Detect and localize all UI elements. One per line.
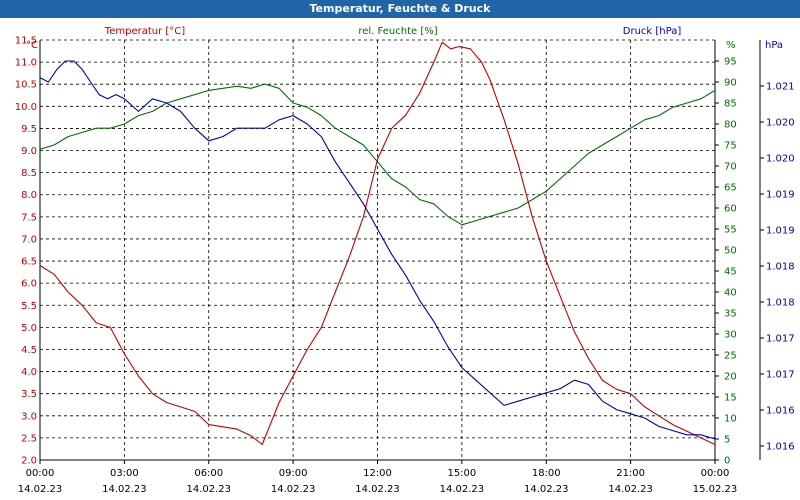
middle-tick-label: 75 — [724, 141, 737, 152]
left-tick-label: 4.0 — [21, 367, 37, 378]
series-line-humidity — [39, 83, 716, 226]
x-tick-label-time: 15:00 — [447, 468, 476, 479]
right-tick-label: 1.019 — [766, 226, 795, 237]
series-lines — [39, 41, 716, 446]
x-tick-label-date: 14.02.23 — [608, 484, 653, 495]
left-tick-label: 5.5 — [21, 301, 37, 312]
left-tick-label: 11.0 — [15, 58, 37, 69]
right-tick-label: 1.017 — [766, 334, 795, 345]
x-tick-label-date: 14.02.23 — [440, 484, 485, 495]
middle-tick-label: 10 — [724, 414, 737, 425]
middle-tick-label: 40 — [724, 288, 737, 299]
left-unit-label: °C — [26, 40, 38, 51]
left-tick-label: 7.0 — [21, 234, 37, 245]
middle-tick-label: 95 — [724, 57, 737, 68]
right-axis-label: Druck [hPa] — [623, 26, 682, 37]
right-tick-label: 1.018 — [766, 298, 795, 309]
middle-tick-label: 80 — [724, 120, 737, 131]
x-tick-label-time: 00:00 — [701, 468, 730, 479]
chart-background — [0, 18, 800, 500]
middle-tick-label: 65 — [724, 183, 737, 194]
x-tick-label-time: 09:00 — [279, 468, 308, 479]
x-tick-label-date: 14.02.23 — [186, 484, 231, 495]
tick-labels: 2.0 2.5 3.0 3.5 4.0 4.5 5.0 5.5 6.0 6.5 7.0 7.5 8.0 8… — [15, 36, 795, 496]
x-tick-label-date: 14.02.23 — [18, 484, 63, 495]
middle-axis-label: rel. Feuchte [%] — [358, 26, 437, 37]
left-tick-label: 3.0 — [21, 411, 37, 422]
right-tick-label: 1.020 — [766, 118, 795, 129]
x-tick-label-time: 12:00 — [363, 468, 392, 479]
left-tick-label: 8.5 — [21, 168, 37, 179]
x-tick-label-time: 03:00 — [110, 468, 139, 479]
x-tick-label-date: 14.02.23 — [524, 484, 569, 495]
grid — [40, 39, 715, 461]
left-tick-label: 11.5 — [15, 36, 37, 47]
left-tick-label: 6.0 — [21, 279, 37, 290]
right-unit-label: hPa — [765, 40, 783, 51]
x-tick-label-date: 14.02.23 — [271, 484, 316, 495]
middle-tick-label: 30 — [724, 330, 737, 341]
middle-unit-label: % — [726, 40, 736, 51]
middle-tick-label: 90 — [724, 78, 737, 89]
left-tick-label: 10.0 — [15, 102, 37, 113]
right-tick-label: 1.016 — [766, 406, 795, 417]
series-line-temperature — [39, 41, 716, 446]
left-tick-label: 3.5 — [21, 389, 37, 400]
right-tick-label: 1.016 — [766, 442, 795, 453]
series-line-pressure — [39, 60, 716, 440]
right-tick-label: 1.021 — [766, 82, 795, 93]
axis-labels: Temperatur [°C] rel. Feuchte [%] Druck [… — [26, 26, 783, 51]
left-tick-label: 10.5 — [15, 80, 37, 91]
x-tick-label-date: 14.02.23 — [355, 484, 400, 495]
left-tick-label: 5.0 — [21, 323, 37, 334]
right-tick-label: 1.017 — [766, 370, 795, 381]
x-tick-label-date: 14.02.23 — [102, 484, 147, 495]
x-tick-label-time: 00:00 — [26, 468, 55, 479]
left-tick-label: 2.5 — [21, 433, 37, 444]
middle-tick-label: 50 — [724, 246, 737, 257]
right-tick-label: 1.020 — [766, 154, 795, 165]
middle-tick-label: 35 — [724, 309, 737, 320]
middle-tick-label: 20 — [724, 372, 737, 383]
middle-tick-label: 0 — [724, 456, 730, 467]
left-tick-label: 9.0 — [21, 146, 37, 157]
right-tick-label: 1.018 — [766, 262, 795, 273]
x-tick-label-time: 18:00 — [532, 468, 561, 479]
middle-tick-label: 60 — [724, 204, 737, 215]
left-axis-label: Temperatur [°C] — [104, 26, 185, 37]
middle-tick-label: 5 — [724, 435, 730, 446]
middle-tick-label: 25 — [724, 351, 737, 362]
middle-tick-label: 15 — [724, 393, 737, 404]
left-tick-label: 6.5 — [21, 257, 37, 268]
left-tick-label: 4.5 — [21, 345, 37, 356]
x-tick-label-time: 06:00 — [194, 468, 223, 479]
left-tick-label: 7.5 — [21, 212, 37, 223]
window-title: Temperatur, Feuchte & Druck — [0, 0, 800, 18]
left-tick-label: 9.5 — [21, 124, 37, 135]
line-chart: Temperatur [°C] rel. Feuchte [%] Druck [… — [0, 18, 800, 500]
axes — [39, 40, 764, 464]
middle-tick-label: 45 — [724, 267, 737, 278]
middle-tick-label: 85 — [724, 99, 737, 110]
x-tick-label-time: 21:00 — [616, 468, 645, 479]
middle-tick-label: 70 — [724, 162, 737, 173]
x-tick-label-date: 15.02.23 — [693, 484, 738, 495]
middle-tick-label: 55 — [724, 225, 737, 236]
left-tick-label: 2.0 — [21, 456, 37, 467]
right-tick-label: 1.019 — [766, 190, 795, 201]
left-tick-label: 8.0 — [21, 190, 37, 201]
